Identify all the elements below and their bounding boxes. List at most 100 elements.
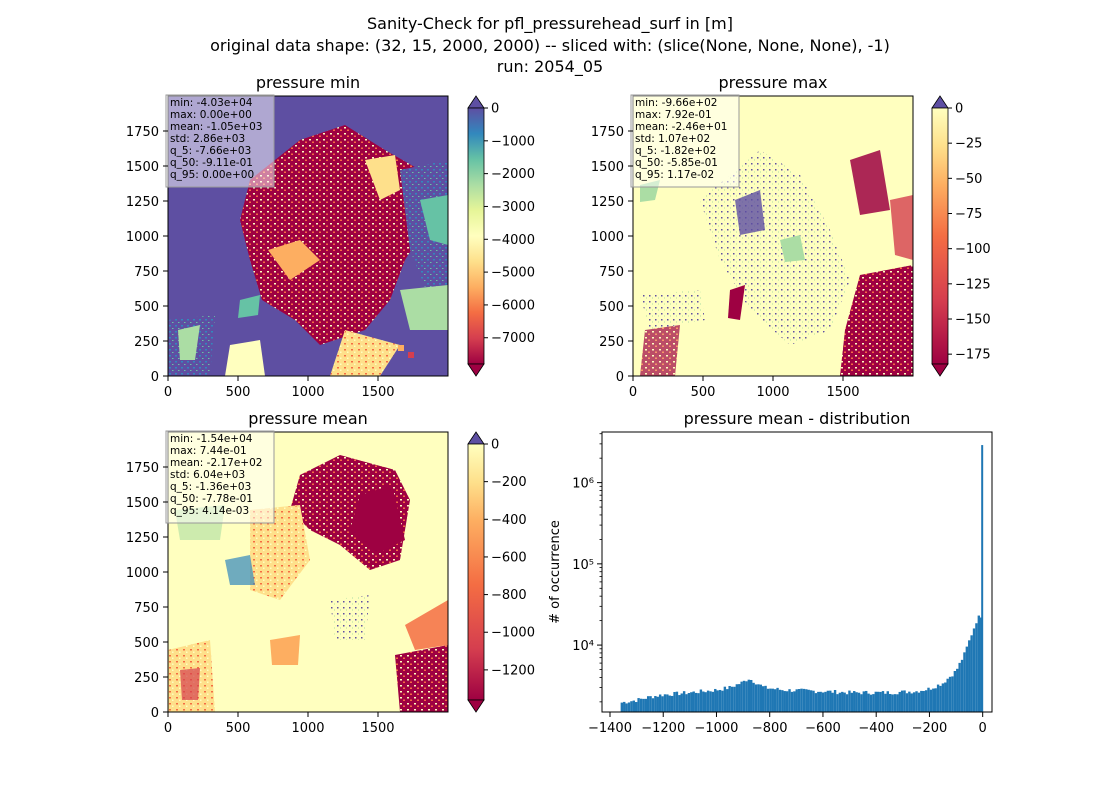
- histogram-bar: [658, 694, 662, 712]
- y-tick-label: 1000: [126, 230, 159, 245]
- histogram-bar: [977, 615, 981, 712]
- stats-line: q_50: -7.78e-01: [170, 493, 253, 505]
- stats-line: max: 0.00e+00: [170, 109, 252, 121]
- y-tick-label: 1000: [126, 566, 159, 581]
- histogram-bar: [654, 696, 657, 712]
- histogram-bar: [922, 690, 925, 712]
- x-axis: −1400 −1200 −1000 −800 −600 −400 −200 0: [588, 712, 987, 736]
- histogram-bar: [898, 691, 901, 712]
- histogram-bar: [948, 676, 952, 712]
- colorbar-extend-top: [467, 95, 485, 109]
- x-tick-label: −1200: [641, 721, 685, 736]
- histogram-bar: [888, 693, 892, 712]
- histogram-bar: [800, 688, 803, 712]
- histogram-bar: [843, 692, 846, 712]
- x-tick-label: 500: [226, 385, 251, 400]
- colorbar-tick-label: −400: [491, 513, 527, 528]
- colorbar-ticks: 0 −200 −400 −600 −800 −1000 −1200: [484, 438, 535, 678]
- stats-line: q_95: 0.00e+00: [170, 169, 254, 181]
- histogram-bar: [721, 690, 724, 712]
- histogram-bar: [848, 690, 851, 712]
- y-tick-label: 1000: [591, 230, 624, 245]
- colorbar-extend-bottom: [467, 363, 485, 377]
- y-tick-label: 1500: [126, 496, 159, 511]
- colorbar: 0 −1000 −2000 −3000 −4000 −5000 −6000 −7000: [467, 95, 535, 377]
- histogram-bar: [819, 691, 822, 712]
- x-axis: 0 500 1000 1500: [164, 376, 395, 400]
- x-tick-label: 0: [629, 385, 637, 400]
- stats-line: std: 6.04e+03: [170, 469, 245, 481]
- panel-title: pressure mean: [248, 409, 368, 428]
- histogram-bar: [750, 679, 753, 712]
- histogram-bar: [733, 686, 736, 712]
- histogram-bar: [661, 696, 664, 712]
- histogram-bar: [886, 691, 889, 712]
- histogram-bar: [642, 698, 645, 712]
- colorbar-tick-label: −1000: [491, 134, 535, 149]
- colorbar: 0 −25 −50 −75 −100 −125 −150 −175: [931, 95, 991, 377]
- colorbar-tick-label: −4000: [491, 233, 535, 248]
- stats-line: std: 1.07e+02: [635, 133, 710, 145]
- y-tick-label: 250: [599, 335, 624, 350]
- colorbar-tick-label: −7000: [491, 331, 535, 346]
- histogram-bar: [769, 688, 772, 712]
- histogram-bar: [953, 670, 957, 712]
- histogram-bar: [692, 691, 695, 712]
- colorbar-gradient: [467, 443, 485, 701]
- y-tick-label: 10⁵: [572, 558, 594, 573]
- histogram-bar: [917, 692, 921, 712]
- histogram-bar: [745, 681, 748, 712]
- histogram-bar: [678, 695, 681, 712]
- histogram-bar: [673, 691, 676, 712]
- y-axis: 0 250 500 750 1000 1250 1500 1750: [126, 461, 168, 721]
- y-axis: 0 250 500 750 1000 1250 1500 1750: [126, 125, 168, 385]
- histogram-bar: [912, 692, 916, 712]
- histogram-bar: [896, 694, 899, 712]
- histogram-bar: [646, 696, 650, 712]
- colorbar-tick-label: −175: [955, 348, 991, 363]
- x-tick-label: 1000: [291, 721, 324, 736]
- histogram-bar: [850, 692, 854, 712]
- x-tick-label: 1500: [361, 721, 394, 736]
- histogram-bar: [807, 689, 810, 712]
- histogram-bar: [970, 635, 973, 712]
- colorbar-extend-top: [931, 95, 949, 109]
- histogram-bar: [855, 692, 858, 712]
- histogram-bar: [625, 703, 628, 712]
- histogram-bars: [620, 445, 984, 712]
- figure-title-line-3: run: 2054_05: [497, 57, 603, 77]
- histogram-bar: [742, 680, 746, 712]
- histogram-bar: [862, 691, 866, 712]
- histogram-bar: [778, 689, 782, 712]
- histogram-bar: [910, 693, 913, 712]
- histogram-bar: [975, 623, 978, 712]
- histogram-bar: [836, 694, 839, 712]
- histogram-bar: [757, 684, 760, 712]
- histogram-bar: [960, 659, 964, 712]
- histogram-bar: [728, 685, 731, 712]
- histogram-bar: [838, 692, 842, 712]
- y-tick-label: 1750: [126, 125, 159, 140]
- histogram-bar: [831, 692, 834, 712]
- panel-title: pressure max: [718, 73, 827, 92]
- colorbar: 0 −200 −400 −600 −800 −1000 −1200: [467, 431, 535, 713]
- histogram-bar: [666, 694, 669, 712]
- colorbar-tick-label: −200: [491, 475, 527, 490]
- stats-box: min: -4.03e+04 max: 0.00e+00 mean: -1.05…: [165, 94, 275, 188]
- y-tick-label: 0: [616, 370, 624, 385]
- x-tick-label: 1000: [756, 385, 789, 400]
- x-tick-label: −1000: [694, 721, 738, 736]
- histogram-bar: [716, 690, 719, 712]
- y-tick-label: 500: [599, 300, 624, 315]
- y-axis-label: # of occurrence: [548, 520, 563, 624]
- histogram-bar: [663, 694, 667, 712]
- y-tick-label: 1500: [591, 160, 624, 175]
- histogram-bar: [944, 682, 947, 712]
- panel-title: pressure mean - distribution: [684, 409, 911, 428]
- histogram-bar: [726, 689, 729, 712]
- histogram-bar: [723, 686, 727, 712]
- stats-line: mean: -2.17e+02: [170, 457, 262, 469]
- colorbar-extend-bottom: [467, 699, 485, 713]
- histogram-bar: [706, 690, 710, 712]
